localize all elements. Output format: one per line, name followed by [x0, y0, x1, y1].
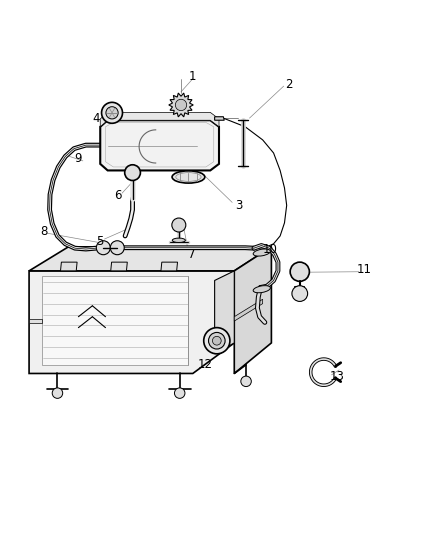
Text: 11: 11: [357, 263, 371, 277]
Circle shape: [212, 336, 221, 345]
Polygon shape: [42, 276, 188, 365]
Text: 10: 10: [263, 244, 278, 256]
Text: 2: 2: [285, 78, 293, 91]
Ellipse shape: [253, 249, 270, 256]
Polygon shape: [169, 93, 193, 117]
Polygon shape: [161, 262, 177, 271]
Text: 12: 12: [198, 358, 212, 372]
Circle shape: [175, 99, 187, 111]
Circle shape: [96, 241, 110, 255]
Circle shape: [174, 388, 185, 398]
Polygon shape: [234, 247, 272, 374]
Ellipse shape: [172, 238, 185, 243]
Ellipse shape: [172, 171, 205, 183]
Circle shape: [292, 286, 307, 302]
Circle shape: [110, 241, 124, 255]
Polygon shape: [234, 299, 263, 321]
Polygon shape: [100, 120, 219, 171]
Polygon shape: [29, 271, 234, 374]
Text: 8: 8: [40, 225, 47, 238]
Text: 6: 6: [114, 189, 121, 202]
Text: 13: 13: [329, 370, 344, 383]
Circle shape: [290, 262, 309, 281]
Circle shape: [52, 388, 63, 398]
Polygon shape: [29, 247, 272, 271]
Text: 7: 7: [188, 248, 196, 261]
Circle shape: [241, 376, 251, 386]
Circle shape: [102, 102, 123, 123]
Circle shape: [125, 165, 141, 181]
Polygon shape: [29, 319, 42, 323]
Ellipse shape: [253, 286, 270, 293]
Text: 1: 1: [189, 70, 197, 83]
Polygon shape: [111, 262, 127, 271]
Text: 5: 5: [96, 235, 104, 248]
Text: 3: 3: [235, 199, 242, 212]
Polygon shape: [215, 271, 234, 354]
Circle shape: [172, 218, 186, 232]
Polygon shape: [215, 117, 224, 120]
Polygon shape: [60, 262, 77, 271]
Text: 4: 4: [92, 111, 99, 125]
Circle shape: [106, 107, 118, 119]
Circle shape: [204, 328, 230, 354]
Text: 9: 9: [74, 152, 82, 165]
Polygon shape: [100, 112, 219, 127]
Circle shape: [208, 333, 225, 349]
